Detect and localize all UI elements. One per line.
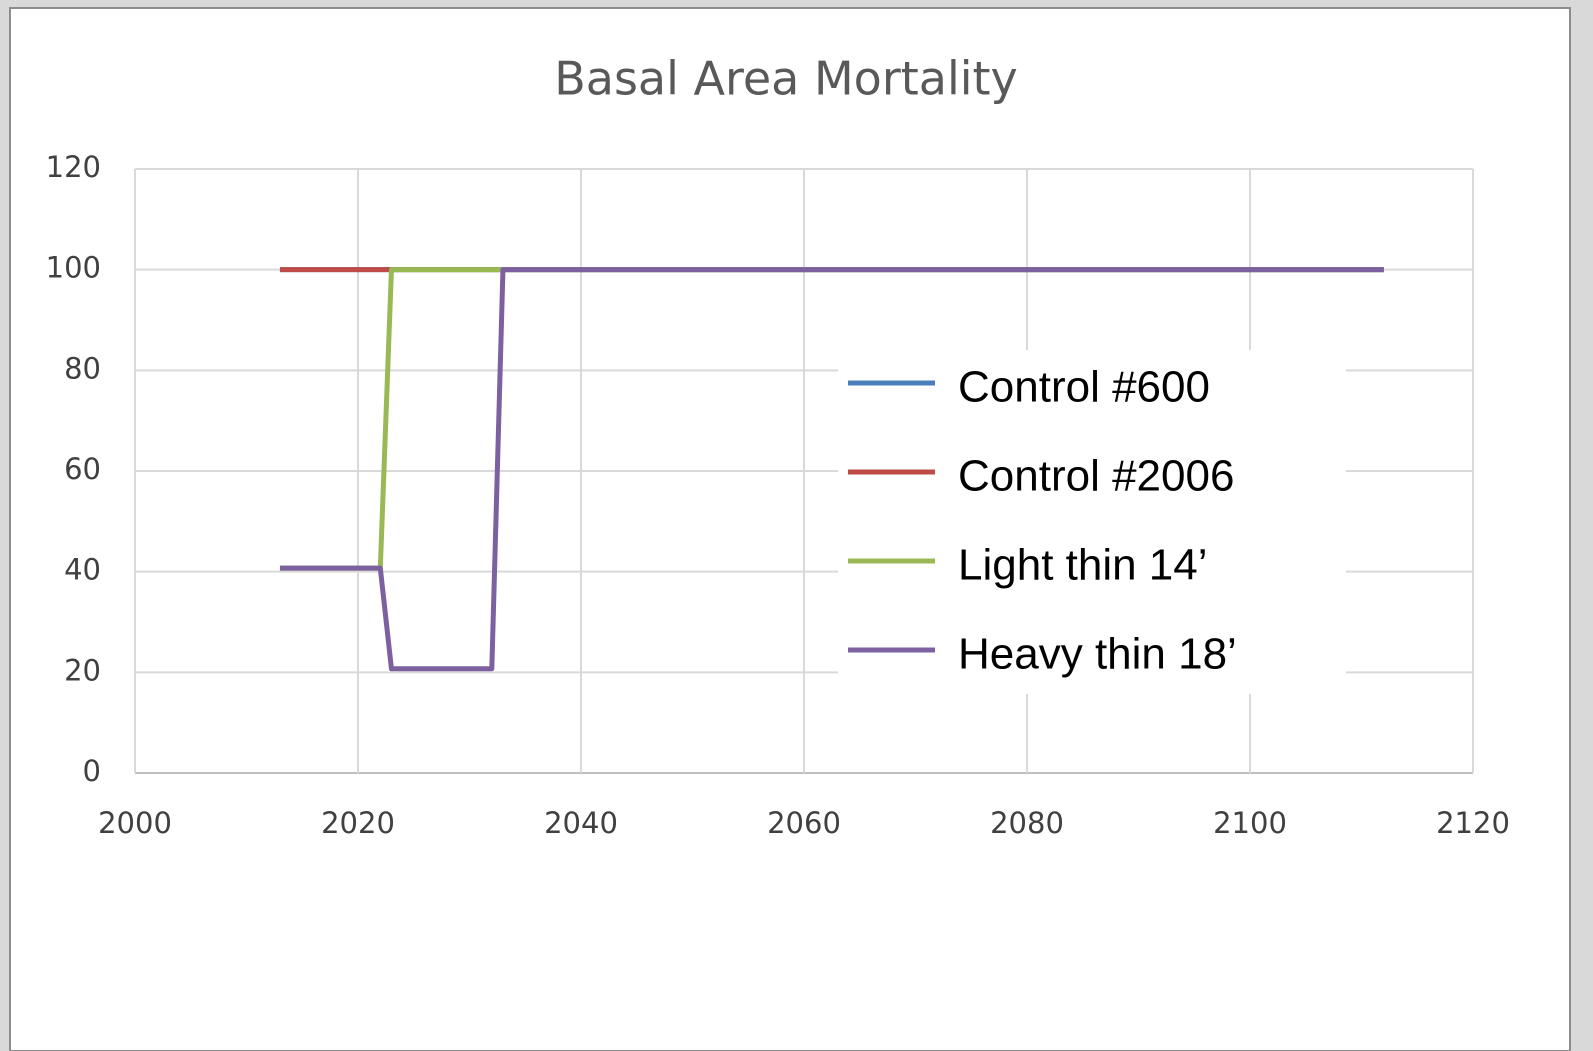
legend-label: Light thin 14’ [958, 541, 1208, 590]
x-tick-label: 2020 [321, 806, 395, 840]
y-tick-label: 80 [64, 351, 101, 385]
legend-label: Control #600 [958, 363, 1210, 412]
legend-label: Control #2006 [958, 452, 1234, 501]
legend-box [838, 350, 1346, 694]
x-tick-label: 2080 [990, 806, 1064, 840]
x-tick-label: 2040 [544, 806, 618, 840]
y-tick-label: 60 [64, 452, 101, 486]
x-tick-label: 2060 [767, 806, 841, 840]
y-tick-label: 120 [46, 150, 101, 184]
x-tick-label: 2100 [1213, 806, 1287, 840]
series-line [279, 267, 1384, 672]
y-tick-label: 40 [64, 553, 101, 587]
y-tick-label: 0 [83, 754, 101, 788]
x-tick-label: 2000 [98, 806, 172, 840]
y-tick-label: 100 [46, 251, 101, 285]
chart-title: Basal Area Mortality [554, 52, 1018, 106]
x-tick-label: 2120 [1436, 806, 1510, 840]
y-tick-label: 20 [64, 653, 101, 687]
legend-label: Heavy thin 18’ [958, 630, 1237, 679]
